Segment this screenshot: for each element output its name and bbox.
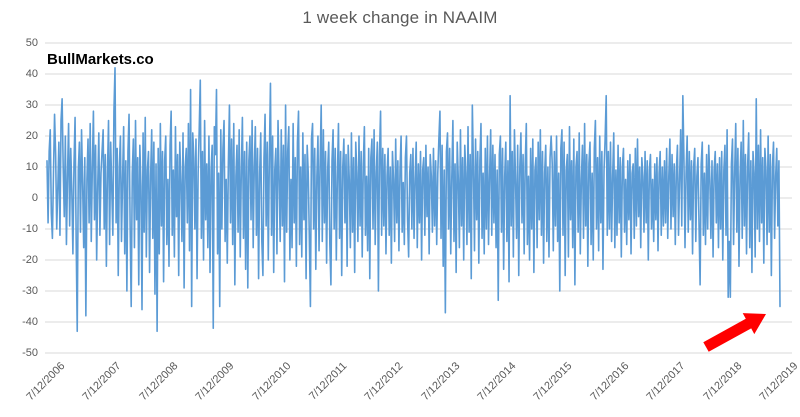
y-tick-label: -30 [22,285,38,297]
y-tick-label: -10 [22,223,38,235]
y-tick-label: 30 [25,99,38,111]
y-tick-label: -50 [22,347,38,359]
series-line [46,67,781,333]
y-tick-label: 20 [25,130,38,142]
y-tick-label: 50 [25,37,38,49]
y-tick-label: 0 [31,192,38,204]
chart-title: 1 week change in NAAIM [302,8,498,27]
watermark-text: BullMarkets.co [47,51,154,68]
annotation-arrow-icon [703,313,766,352]
y-tick-label: -20 [22,254,38,266]
y-tick-label: 10 [25,161,38,173]
y-tick-label: -40 [22,316,38,328]
y-tick-label: 40 [25,68,38,80]
